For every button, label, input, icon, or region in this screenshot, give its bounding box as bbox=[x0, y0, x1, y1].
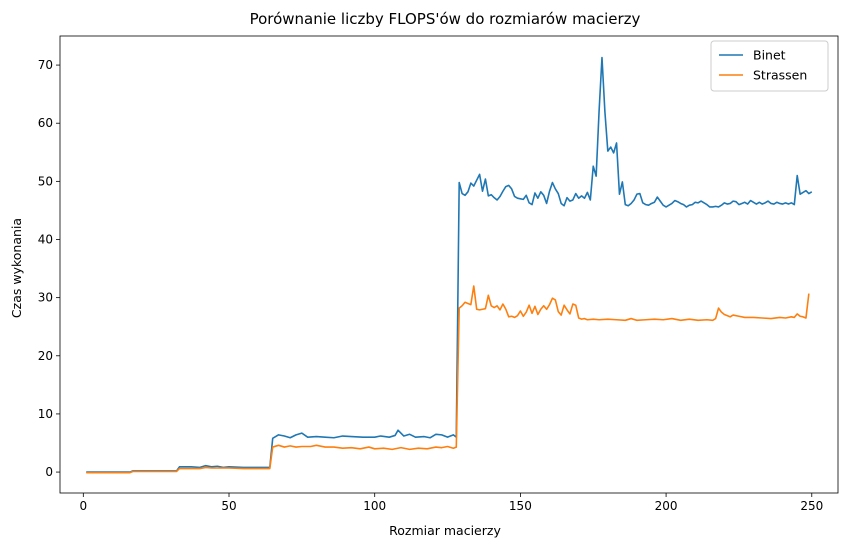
y-axis-label: Czas wykonania bbox=[9, 218, 24, 318]
y-tick-label: 60 bbox=[38, 116, 53, 130]
plot-frame bbox=[59, 35, 839, 494]
x-tick-label: 250 bbox=[800, 499, 823, 513]
x-tick-label: 200 bbox=[655, 499, 678, 513]
legend-box bbox=[710, 40, 829, 92]
x-tick-label: 150 bbox=[509, 499, 532, 513]
y-tick-label: 30 bbox=[38, 291, 53, 305]
y-tick-label: 10 bbox=[38, 407, 53, 421]
plot-area: 0 50 100 150 200 250 0 10 20 30 40 50 60 70 Binet Stras… bbox=[38, 35, 839, 513]
x-tick-label: 0 bbox=[79, 499, 87, 513]
y-tick-label: 20 bbox=[38, 349, 53, 363]
x-axis-label: Rozmiar macierzy bbox=[389, 523, 501, 538]
series-line-strassen bbox=[86, 285, 810, 474]
x-tick-label: 100 bbox=[363, 499, 386, 513]
y-tick-label: 40 bbox=[38, 232, 53, 246]
y-tick-label: 50 bbox=[38, 174, 53, 188]
y-tick-label: 70 bbox=[38, 58, 53, 72]
legend-label-strassen: Strassen bbox=[753, 68, 807, 83]
x-tick-label: 50 bbox=[221, 499, 236, 513]
y-tick-label: 0 bbox=[45, 465, 53, 479]
chart-title: Porównanie liczby FLOPS'ów do rozmiarów … bbox=[250, 10, 641, 28]
series-line-binet bbox=[86, 56, 813, 473]
legend-label-binet: Binet bbox=[753, 48, 786, 63]
